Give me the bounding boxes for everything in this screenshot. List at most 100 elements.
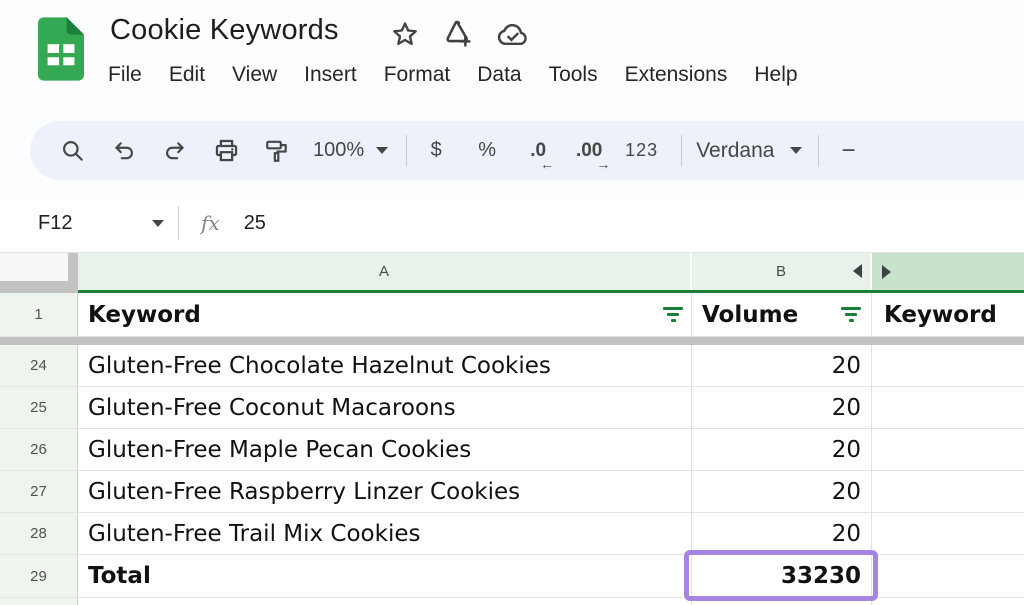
empty-cell[interactable] (872, 387, 1024, 429)
toolbar-divider (406, 134, 408, 167)
column-headers: A B (0, 253, 1024, 290)
keyword-cell[interactable]: Gluten-Free Maple Pecan Cookies (78, 429, 692, 471)
formula-bar: F12 fx 25 (0, 194, 1024, 253)
empty-cell[interactable] (78, 598, 692, 605)
row-header-24[interactable]: 24 (0, 345, 78, 387)
empty-cell[interactable] (872, 471, 1024, 513)
font-family-value: Verdana (696, 138, 775, 162)
fx-icon: fx (201, 211, 220, 235)
table-row: 27 Gluten-Free Raspberry Linzer Cookies … (0, 471, 1024, 513)
total-label-cell[interactable]: Total (78, 555, 692, 598)
formula-input[interactable]: 25 (243, 211, 266, 234)
frozen-row-divider (0, 337, 1024, 345)
chevron-down-icon (790, 147, 803, 154)
more-formats-button[interactable]: 123 (625, 140, 659, 160)
column-header-a[interactable]: A (78, 253, 692, 290)
volume-cell[interactable]: 20 (692, 387, 872, 429)
keyword-cell[interactable]: Gluten-Free Chocolate Hazelnut Cookies (78, 345, 692, 387)
partial-row (0, 598, 1024, 605)
empty-cell[interactable] (872, 429, 1024, 471)
decrease-font-size-button[interactable]: − (841, 136, 856, 164)
row-header-27[interactable]: 27 (0, 471, 78, 513)
hidden-columns-right-icon[interactable] (882, 264, 891, 279)
menu-tools[interactable]: Tools (548, 63, 598, 86)
empty-cell[interactable] (872, 513, 1024, 555)
redo-icon[interactable] (160, 131, 190, 171)
menu-insert[interactable]: Insert (304, 63, 357, 86)
menu-help[interactable]: Help (754, 63, 798, 86)
menu-edit[interactable]: Edit (168, 63, 206, 86)
select-all-corner[interactable] (0, 253, 68, 281)
volume-cell[interactable]: 20 (692, 345, 872, 387)
column-header-highlighted[interactable] (872, 253, 1024, 290)
empty-cell[interactable] (692, 598, 872, 605)
active-cell-reference: F12 (38, 211, 73, 234)
toolbar-divider (818, 134, 820, 167)
increase-decimal-button[interactable]: .00 → (575, 139, 611, 172)
table-row: 25 Gluten-Free Coconut Macaroons 20 (0, 387, 1024, 429)
menu-extensions[interactable]: Extensions (624, 63, 728, 86)
row-header-26[interactable]: 26 (0, 429, 78, 471)
frozen-divider (0, 281, 68, 290)
row-header-30[interactable] (0, 598, 78, 605)
table-row: 26 Gluten-Free Maple Pecan Cookies 20 (0, 429, 1024, 471)
filter-range-border (0, 290, 1024, 293)
volume-cell[interactable]: 20 (692, 471, 872, 513)
zoom-value: 100% (313, 139, 365, 161)
menu-data[interactable]: Data (477, 63, 522, 86)
search-icon[interactable] (58, 131, 88, 171)
keyword-cell[interactable]: Gluten-Free Trail Mix Cookies (78, 513, 692, 555)
formula-bar-divider (178, 206, 179, 240)
volume-cell[interactable]: 20 (692, 429, 872, 471)
frozen-divider (68, 253, 78, 290)
arrow-left-icon: ← (540, 155, 555, 172)
empty-cell[interactable] (872, 345, 1024, 387)
zoom-select[interactable]: 100% (313, 139, 389, 162)
table-row: 24 Gluten-Free Chocolate Hazelnut Cookie… (0, 345, 1024, 387)
chevron-down-icon (376, 147, 389, 154)
keyword-cell[interactable]: Gluten-Free Coconut Macaroons (78, 387, 692, 429)
cell-b1[interactable]: Volume (692, 293, 872, 337)
row-header-29[interactable]: 29 (0, 555, 78, 598)
total-row: 29 Total 33230 (0, 555, 1024, 598)
toolbar: 100% $ % .0 ← .00 → 123 Verdana − (30, 121, 1024, 180)
volume-cell[interactable]: 20 (692, 513, 872, 555)
total-value-cell[interactable]: 33230 (692, 555, 872, 598)
filter-icon[interactable] (841, 307, 861, 322)
google-sheets-logo-icon[interactable] (38, 17, 84, 81)
header-row: 1 Keyword Volume Keyword (0, 293, 1024, 337)
menubar: File Edit View Insert Format Data Tools … (108, 63, 798, 87)
arrow-right-icon: → (596, 155, 611, 172)
chevron-down-icon (152, 219, 164, 227)
column-header-b[interactable]: B (692, 253, 872, 290)
keyword-cell[interactable]: Gluten-Free Raspberry Linzer Cookies (78, 471, 692, 513)
row-header-1[interactable]: 1 (0, 293, 78, 337)
decrease-decimal-button[interactable]: .0 ← (530, 139, 555, 172)
menu-file[interactable]: File (108, 63, 142, 86)
spreadsheet-grid: A B 1 Keyword Volume Keyw (0, 253, 1024, 605)
add-to-drive-icon[interactable] (442, 18, 474, 50)
format-percent-button[interactable]: % (478, 139, 497, 161)
cell-a1[interactable]: Keyword (78, 293, 692, 337)
name-box[interactable]: F12 (0, 212, 178, 235)
empty-cell[interactable] (872, 598, 1024, 605)
print-icon[interactable] (211, 131, 241, 171)
format-currency-button[interactable]: $ (430, 139, 442, 161)
filter-icon[interactable] (663, 307, 683, 322)
hidden-columns-left-icon[interactable] (853, 264, 862, 278)
cell-f1[interactable]: Keyword (872, 293, 1024, 337)
document-title[interactable]: Cookie Keywords (110, 14, 339, 46)
menu-view[interactable]: View (232, 63, 278, 86)
star-icon[interactable] (390, 19, 420, 49)
font-family-select[interactable]: Verdana (696, 138, 803, 163)
cloud-check-status-icon[interactable] (496, 19, 530, 49)
paint-format-icon[interactable] (262, 131, 292, 171)
row-header-28[interactable]: 28 (0, 513, 78, 555)
menu-format[interactable]: Format (383, 63, 451, 86)
undo-icon[interactable] (109, 131, 139, 171)
row-header-25[interactable]: 25 (0, 387, 78, 429)
empty-cell[interactable] (872, 555, 1024, 598)
toolbar-divider (681, 134, 683, 167)
table-row: 28 Gluten-Free Trail Mix Cookies 20 (0, 513, 1024, 555)
